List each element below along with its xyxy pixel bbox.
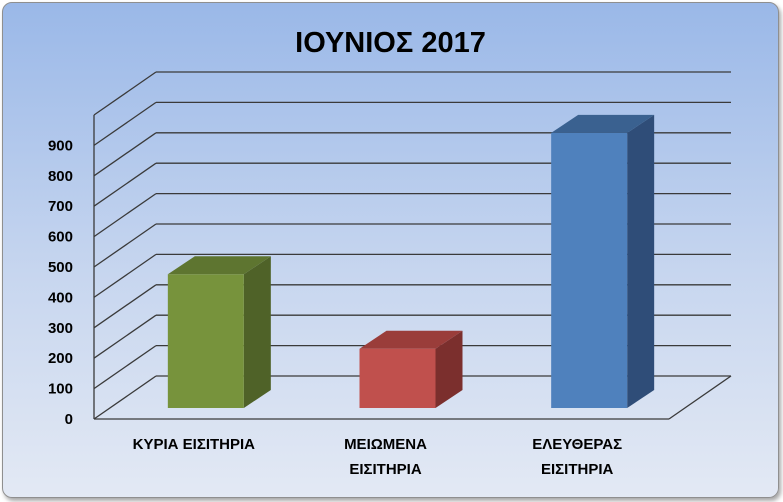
bar — [359, 348, 436, 408]
category-label: ΕΙΣΙΤΗΡΙΑ — [541, 461, 614, 478]
bar-side — [243, 256, 271, 408]
bar-side — [435, 330, 463, 408]
gridline-side — [93, 162, 157, 207]
gridline-side — [93, 101, 157, 146]
category-label: ΚΥΡΙΑ ΕΙΣΙΤΗΡΙΑ — [133, 436, 256, 453]
y-tick-label: 900 — [48, 137, 73, 154]
bar — [551, 132, 628, 408]
gridline-side — [93, 223, 157, 268]
y-tick-label: 0 — [65, 411, 73, 428]
y-tick-label: 200 — [48, 350, 73, 367]
gridline-side — [93, 193, 157, 238]
y-tick-label: 100 — [48, 381, 73, 398]
category-label: ΜΕΙΩΜΕΝΑ — [344, 436, 427, 453]
gridline-side — [93, 375, 157, 420]
bar-side — [627, 114, 655, 408]
gridline-side — [93, 314, 157, 359]
gridline-side — [93, 345, 157, 390]
bar-top — [359, 330, 463, 349]
bar-chart: 0 100 200 300 400 500 600 700 800 900 ΚΥΡΙΑ ΕΙΣΙΤΗ… — [48, 71, 732, 478]
category-label: ΕΛΕΥΘΕΡΑΣ — [532, 436, 622, 453]
gridline-side — [93, 253, 157, 298]
y-tick-label: 500 — [48, 259, 73, 276]
y-tick-label: 800 — [48, 168, 73, 185]
gridline-side — [93, 132, 157, 177]
gridline-side — [93, 71, 157, 116]
bar-top — [551, 114, 655, 133]
bar-top — [167, 256, 271, 275]
category-label: ΕΙΣΙΤΗΡΙΑ — [349, 461, 422, 478]
gridline-side — [93, 284, 157, 329]
y-tick-label: 600 — [48, 229, 73, 246]
floor-right-edge — [668, 375, 732, 420]
bar — [167, 274, 244, 408]
chart-title: ΙΟΥΝΙΟΣ 2017 — [295, 27, 486, 59]
y-tick-label: 400 — [48, 289, 73, 306]
y-tick-label: 700 — [48, 198, 73, 215]
y-tick-label: 300 — [48, 320, 73, 337]
